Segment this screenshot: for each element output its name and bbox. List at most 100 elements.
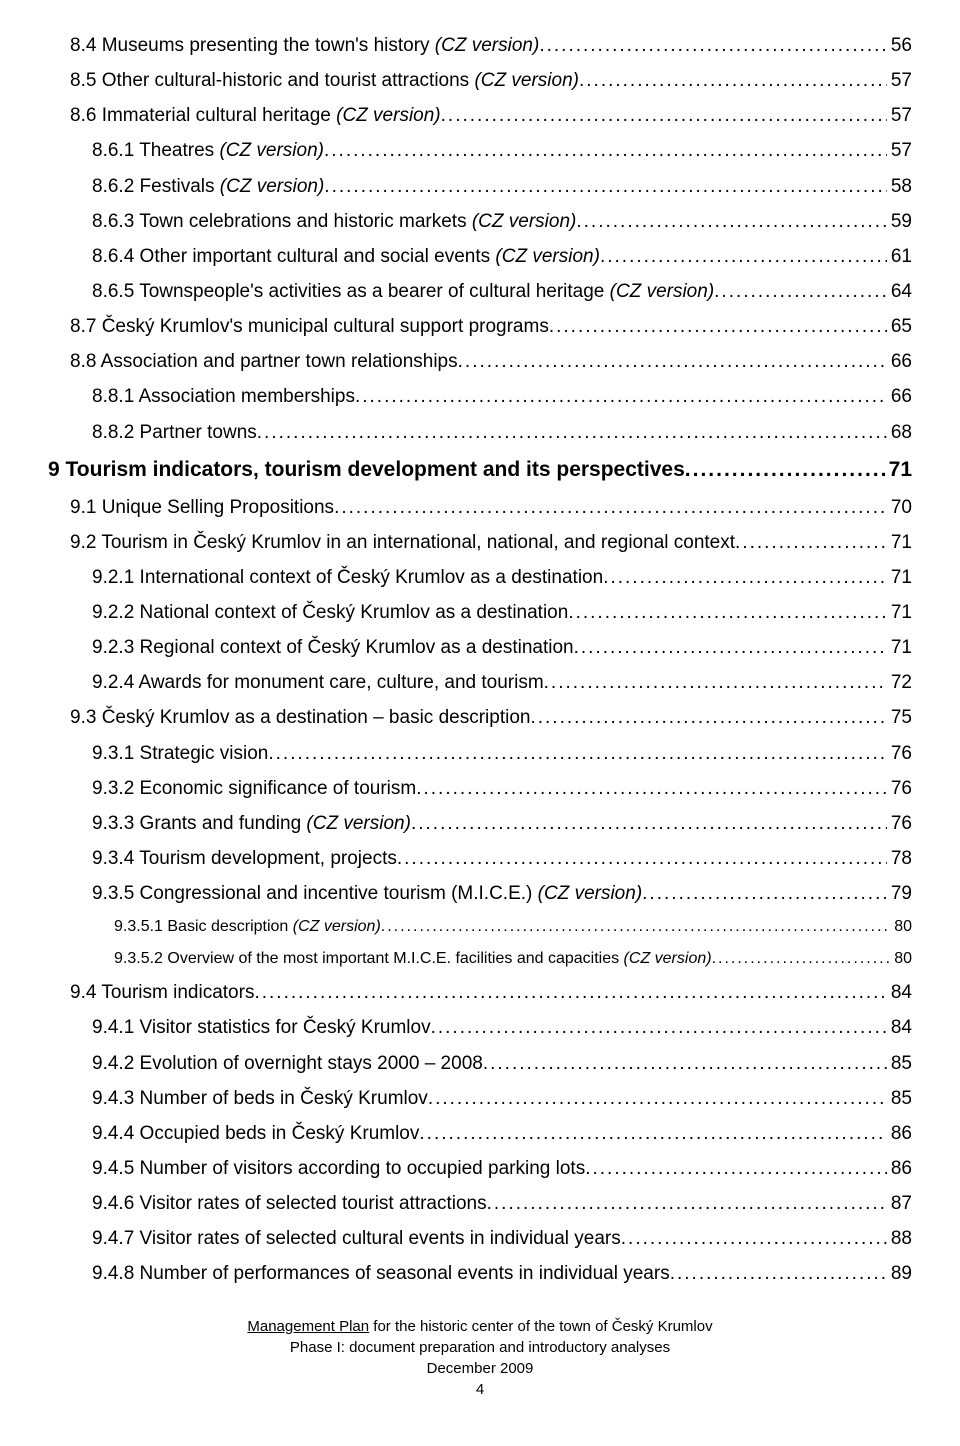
toc-entry: 9.3.2 Economic significance of tourism 7… xyxy=(92,771,912,806)
toc-leader-dots xyxy=(428,1081,887,1116)
toc-label: 9.3 Český Krumlov as a destination – bas… xyxy=(70,700,530,735)
toc-entry: 9.3.4 Tourism development, projects 78 xyxy=(92,841,912,876)
toc-label-suffix: (CZ version) xyxy=(288,918,380,935)
toc-entry: 8.6.4 Other important cultural and socia… xyxy=(92,239,912,274)
toc-leader-dots xyxy=(714,274,887,309)
toc-page-number: 88 xyxy=(887,1221,912,1256)
toc-page-number: 71 xyxy=(887,525,912,560)
toc-page-number: 75 xyxy=(887,700,912,735)
toc-label: 8.6.5 Townspeople's activities as a bear… xyxy=(92,274,714,309)
toc-entry: 9.4 Tourism indicators 84 xyxy=(70,975,912,1010)
toc-entry: 8.5 Other cultural-historic and tourist … xyxy=(70,63,912,98)
toc-leader-dots xyxy=(419,1116,886,1151)
toc-label: 9.2.4 Awards for monument care, culture,… xyxy=(92,665,544,700)
toc-leader-dots xyxy=(487,1186,887,1221)
toc-page-number: 56 xyxy=(887,28,912,63)
toc-label-suffix: (CZ version) xyxy=(301,813,411,834)
toc-label: 9.3.3 Grants and funding (CZ version) xyxy=(92,806,411,841)
toc-label-suffix: (CZ version) xyxy=(490,246,600,267)
toc-page-number: 78 xyxy=(887,841,912,876)
toc-label: 9.2.3 Regional context of Český Krumlov … xyxy=(92,630,574,665)
toc-leader-dots xyxy=(585,1151,887,1186)
toc-leader-dots xyxy=(355,379,887,414)
toc-page-number: 84 xyxy=(887,975,912,1010)
toc-leader-dots xyxy=(544,665,887,700)
toc-page-number: 71 xyxy=(887,595,912,630)
toc-leader-dots xyxy=(334,490,887,525)
toc-label: 9.3.2 Economic significance of tourism xyxy=(92,771,416,806)
toc-label: 9.4 Tourism indicators xyxy=(70,975,254,1010)
toc-leader-dots xyxy=(568,595,887,630)
toc-page-number: 86 xyxy=(887,1116,912,1151)
toc-leader-dots xyxy=(431,1010,887,1045)
toc-page-number: 79 xyxy=(887,876,912,911)
toc-entry: 9.2 Tourism in Český Krumlov in an inter… xyxy=(70,525,912,560)
toc-label: 9.3.1 Strategic vision xyxy=(92,736,268,771)
toc-entry: 9.4.4 Occupied beds in Český Krumlov 86 xyxy=(92,1116,912,1151)
toc-entry: 8.6.1 Theatres (CZ version) 57 xyxy=(92,133,912,168)
toc-entry: 8.6 Immaterial cultural heritage (CZ ver… xyxy=(70,98,912,133)
toc-label: 9.3.5 Congressional and incentive touris… xyxy=(92,876,642,911)
toc-label-suffix: (CZ version) xyxy=(532,883,642,904)
toc-entry: 9.4.6 Visitor rates of selected tourist … xyxy=(92,1186,912,1221)
toc-entry: 9.4.3 Number of beds in Český Krumlov 85 xyxy=(92,1081,912,1116)
toc-entry: 9.2.2 National context of Český Krumlov … xyxy=(92,595,912,630)
toc-label: 9.1 Unique Selling Propositions xyxy=(70,490,334,525)
toc-leader-dots xyxy=(603,560,887,595)
toc-leader-dots xyxy=(324,169,887,204)
footer-line-3: December 2009 xyxy=(48,1358,912,1379)
toc-page-number: 85 xyxy=(887,1081,912,1116)
toc-leader-dots xyxy=(735,525,887,560)
toc-page-number: 58 xyxy=(887,169,912,204)
toc-page-number: 66 xyxy=(887,379,912,414)
toc-entry: 9.2.4 Awards for monument care, culture,… xyxy=(92,665,912,700)
toc-entry: 9.1 Unique Selling Propositions 70 xyxy=(70,490,912,525)
toc-entry: 8.8.2 Partner towns 68 xyxy=(92,415,912,450)
toc-leader-dots xyxy=(574,630,887,665)
footer-title-underlined: Management Plan xyxy=(247,1318,369,1335)
toc-leader-dots xyxy=(530,700,886,735)
toc-label: 9 Tourism indicators, tourism developmen… xyxy=(48,450,685,490)
toc-entry: 8.6.3 Town celebrations and historic mar… xyxy=(92,204,912,239)
toc-page-number: 71 xyxy=(887,560,912,595)
toc-page-number: 76 xyxy=(887,736,912,771)
footer-title-rest: for the historic center of the town of Č… xyxy=(369,1318,712,1335)
toc-entry: 9.4.5 Number of visitors according to oc… xyxy=(92,1151,912,1186)
toc-label: 9.2.2 National context of Český Krumlov … xyxy=(92,595,568,630)
toc-label: 9.4.7 Visitor rates of selected cultural… xyxy=(92,1221,621,1256)
toc-label: 9.4.3 Number of beds in Český Krumlov xyxy=(92,1081,428,1116)
toc-page-number: 86 xyxy=(887,1151,912,1186)
toc-entry: 8.6.2 Festivals (CZ version) 58 xyxy=(92,169,912,204)
toc-label: 9.4.5 Number of visitors according to oc… xyxy=(92,1151,585,1186)
toc-label: 9.4.4 Occupied beds in Český Krumlov xyxy=(92,1116,419,1151)
toc-label: 8.6.2 Festivals (CZ version) xyxy=(92,169,324,204)
toc-label: 8.6 Immaterial cultural heritage (CZ ver… xyxy=(70,98,441,133)
toc-entry: 8.4 Museums presenting the town's histor… xyxy=(70,28,912,63)
toc-entry: 9.3.5.1 Basic description (CZ version) 8… xyxy=(114,911,912,943)
toc-leader-dots xyxy=(324,133,887,168)
toc-entry: 9.2.1 International context of Český Kru… xyxy=(92,560,912,595)
toc-leader-dots xyxy=(416,771,887,806)
toc-page-number: 57 xyxy=(887,133,912,168)
toc-entry: 9.2.3 Regional context of Český Krumlov … xyxy=(92,630,912,665)
toc-label: 9.3.4 Tourism development, projects xyxy=(92,841,397,876)
toc-label-suffix: (CZ version) xyxy=(215,176,325,197)
toc-leader-dots xyxy=(257,415,887,450)
toc-page-number: 76 xyxy=(887,771,912,806)
toc-page-number: 87 xyxy=(887,1186,912,1221)
footer-line-2: Phase I: document preparation and introd… xyxy=(48,1337,912,1358)
toc-page-number: 71 xyxy=(885,450,912,490)
toc-entry: 9.3 Český Krumlov as a destination – bas… xyxy=(70,700,912,735)
toc-label: 9.2 Tourism in Český Krumlov in an inter… xyxy=(70,525,735,560)
toc-page-number: 61 xyxy=(887,239,912,274)
toc-entry: 8.8 Association and partner town relatio… xyxy=(70,344,912,379)
toc-entry: 8.7 Český Krumlov's municipal cultural s… xyxy=(70,309,912,344)
toc-label: 8.5 Other cultural-historic and tourist … xyxy=(70,63,579,98)
toc-label-suffix: (CZ version) xyxy=(619,950,711,967)
toc-label: 9.4.1 Visitor statistics for Český Kruml… xyxy=(92,1010,431,1045)
toc-label-suffix: (CZ version) xyxy=(604,281,714,302)
toc-label: 8.4 Museums presenting the town's histor… xyxy=(70,28,539,63)
toc-label: 8.6.4 Other important cultural and socia… xyxy=(92,239,600,274)
toc-leader-dots xyxy=(411,806,887,841)
toc-page-number: 66 xyxy=(887,344,912,379)
